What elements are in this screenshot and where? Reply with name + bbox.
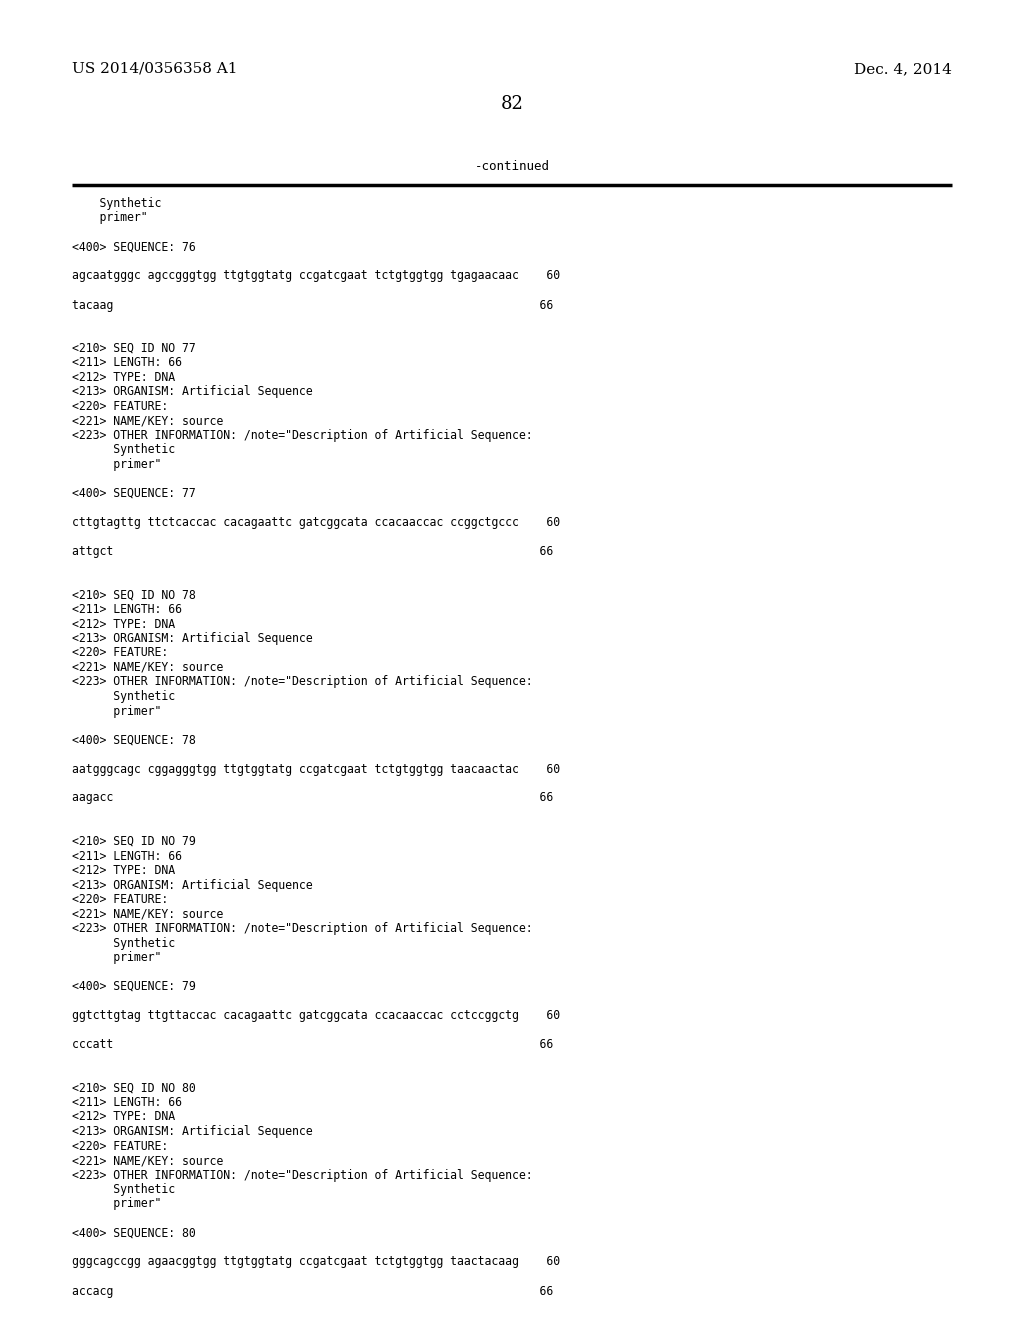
Text: <221> NAME/KEY: source: <221> NAME/KEY: source xyxy=(72,1154,223,1167)
Text: Synthetic: Synthetic xyxy=(72,1183,175,1196)
Text: <223> OTHER INFORMATION: /note="Description of Artificial Sequence:: <223> OTHER INFORMATION: /note="Descript… xyxy=(72,921,532,935)
Text: Dec. 4, 2014: Dec. 4, 2014 xyxy=(854,62,952,77)
Text: <210> SEQ ID NO 80: <210> SEQ ID NO 80 xyxy=(72,1081,196,1094)
Text: 82: 82 xyxy=(501,95,523,114)
Text: <223> OTHER INFORMATION: /note="Description of Artificial Sequence:: <223> OTHER INFORMATION: /note="Descript… xyxy=(72,429,532,442)
Text: Synthetic: Synthetic xyxy=(72,197,162,210)
Text: <220> FEATURE:: <220> FEATURE: xyxy=(72,894,168,906)
Text: Synthetic: Synthetic xyxy=(72,690,175,704)
Text: <213> ORGANISM: Artificial Sequence: <213> ORGANISM: Artificial Sequence xyxy=(72,1125,312,1138)
Text: <400> SEQUENCE: 80: <400> SEQUENCE: 80 xyxy=(72,1226,196,1239)
Text: gggcagccgg agaacggtgg ttgtggtatg ccgatcgaat tctgtggtgg taactacaag    60: gggcagccgg agaacggtgg ttgtggtatg ccgatcg… xyxy=(72,1255,560,1269)
Text: <220> FEATURE:: <220> FEATURE: xyxy=(72,400,168,413)
Text: <221> NAME/KEY: source: <221> NAME/KEY: source xyxy=(72,908,223,920)
Text: <223> OTHER INFORMATION: /note="Description of Artificial Sequence:: <223> OTHER INFORMATION: /note="Descript… xyxy=(72,676,532,689)
Text: primer": primer" xyxy=(72,458,162,471)
Text: <211> LENGTH: 66: <211> LENGTH: 66 xyxy=(72,850,182,862)
Text: <213> ORGANISM: Artificial Sequence: <213> ORGANISM: Artificial Sequence xyxy=(72,632,312,645)
Text: tacaag                                                              66: tacaag 66 xyxy=(72,298,553,312)
Text: cccatt                                                              66: cccatt 66 xyxy=(72,1038,553,1051)
Text: <212> TYPE: DNA: <212> TYPE: DNA xyxy=(72,1110,175,1123)
Text: cttgtagttg ttctcaccac cacagaattc gatcggcata ccacaaccac ccggctgccc    60: cttgtagttg ttctcaccac cacagaattc gatcggc… xyxy=(72,516,560,529)
Text: <213> ORGANISM: Artificial Sequence: <213> ORGANISM: Artificial Sequence xyxy=(72,879,312,891)
Text: <400> SEQUENCE: 76: <400> SEQUENCE: 76 xyxy=(72,240,196,253)
Text: attgct                                                              66: attgct 66 xyxy=(72,545,553,558)
Text: accacg                                                              66: accacg 66 xyxy=(72,1284,553,1298)
Text: <211> LENGTH: 66: <211> LENGTH: 66 xyxy=(72,1096,182,1109)
Text: <220> FEATURE:: <220> FEATURE: xyxy=(72,647,168,660)
Text: <212> TYPE: DNA: <212> TYPE: DNA xyxy=(72,618,175,631)
Text: <212> TYPE: DNA: <212> TYPE: DNA xyxy=(72,865,175,876)
Text: <212> TYPE: DNA: <212> TYPE: DNA xyxy=(72,371,175,384)
Text: <400> SEQUENCE: 79: <400> SEQUENCE: 79 xyxy=(72,979,196,993)
Text: primer": primer" xyxy=(72,211,147,224)
Text: primer": primer" xyxy=(72,705,162,718)
Text: <223> OTHER INFORMATION: /note="Description of Artificial Sequence:: <223> OTHER INFORMATION: /note="Descript… xyxy=(72,1168,532,1181)
Text: agcaatgggc agccgggtgg ttgtggtatg ccgatcgaat tctgtggtgg tgagaacaac    60: agcaatgggc agccgggtgg ttgtggtatg ccgatcg… xyxy=(72,269,560,282)
Text: <210> SEQ ID NO 79: <210> SEQ ID NO 79 xyxy=(72,836,196,847)
Text: <211> LENGTH: 66: <211> LENGTH: 66 xyxy=(72,356,182,370)
Text: primer": primer" xyxy=(72,1197,162,1210)
Text: <221> NAME/KEY: source: <221> NAME/KEY: source xyxy=(72,661,223,675)
Text: US 2014/0356358 A1: US 2014/0356358 A1 xyxy=(72,62,238,77)
Text: <400> SEQUENCE: 78: <400> SEQUENCE: 78 xyxy=(72,734,196,747)
Text: -continued: -continued xyxy=(474,160,550,173)
Text: <213> ORGANISM: Artificial Sequence: <213> ORGANISM: Artificial Sequence xyxy=(72,385,312,399)
Text: <210> SEQ ID NO 78: <210> SEQ ID NO 78 xyxy=(72,589,196,602)
Text: <211> LENGTH: 66: <211> LENGTH: 66 xyxy=(72,603,182,616)
Text: aagacc                                                              66: aagacc 66 xyxy=(72,792,553,804)
Text: Synthetic: Synthetic xyxy=(72,444,175,457)
Text: ggtcttgtag ttgttaccac cacagaattc gatcggcata ccacaaccac cctccggctg    60: ggtcttgtag ttgttaccac cacagaattc gatcggc… xyxy=(72,1008,560,1022)
Text: primer": primer" xyxy=(72,950,162,964)
Text: aatgggcagc cggagggtgg ttgtggtatg ccgatcgaat tctgtggtgg taacaactac    60: aatgggcagc cggagggtgg ttgtggtatg ccgatcg… xyxy=(72,763,560,776)
Text: <221> NAME/KEY: source: <221> NAME/KEY: source xyxy=(72,414,223,428)
Text: <210> SEQ ID NO 77: <210> SEQ ID NO 77 xyxy=(72,342,196,355)
Text: <220> FEATURE:: <220> FEATURE: xyxy=(72,1139,168,1152)
Text: <400> SEQUENCE: 77: <400> SEQUENCE: 77 xyxy=(72,487,196,500)
Text: Synthetic: Synthetic xyxy=(72,936,175,949)
